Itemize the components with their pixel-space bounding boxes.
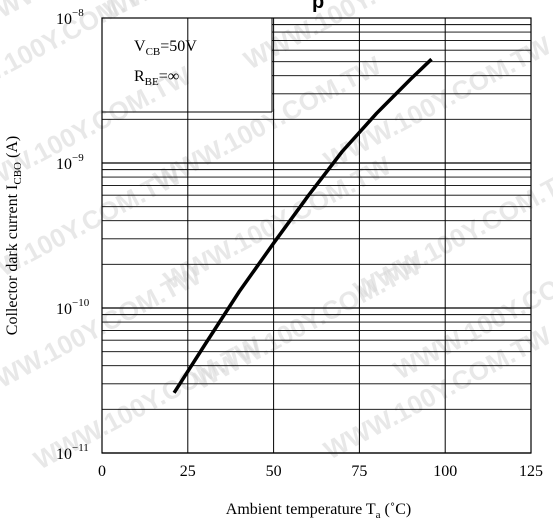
x-tick-label: 125 xyxy=(519,463,543,480)
y-tick-label: 10−11 xyxy=(56,442,89,463)
x-tick-label: 75 xyxy=(351,463,367,480)
x-axis-label: Ambient temperature Ta (˚C) xyxy=(226,501,411,521)
x-tick-label: 25 xyxy=(180,463,196,480)
y-tick-label: 10−9 xyxy=(56,152,84,173)
annotation-rbe: RBE=∞ xyxy=(134,68,179,88)
condition-annotation: VCB=50V RBE=∞ xyxy=(134,38,197,88)
watermark-text: WWW.100Y.COM.TW xyxy=(319,30,553,175)
x-tick-label: 100 xyxy=(433,463,457,480)
series-line xyxy=(172,57,433,394)
chart-title-fragment: p xyxy=(312,0,324,13)
x-tick-label: 0 xyxy=(98,463,106,480)
y-tick-label: 10−8 xyxy=(56,7,84,28)
x-tick-labels: 0 25 50 75 100 125 xyxy=(98,463,543,480)
y-tick-label: 10−10 xyxy=(56,297,90,318)
y-tick-labels: 10−8 10−9 10−10 10−11 xyxy=(56,7,90,463)
y-axis-label: Collector dark current ICBO (A) xyxy=(4,136,24,335)
plot-frame xyxy=(101,17,532,454)
annotation-vcb: VCB=50V xyxy=(134,38,197,58)
x-tick-label: 50 xyxy=(266,463,282,480)
